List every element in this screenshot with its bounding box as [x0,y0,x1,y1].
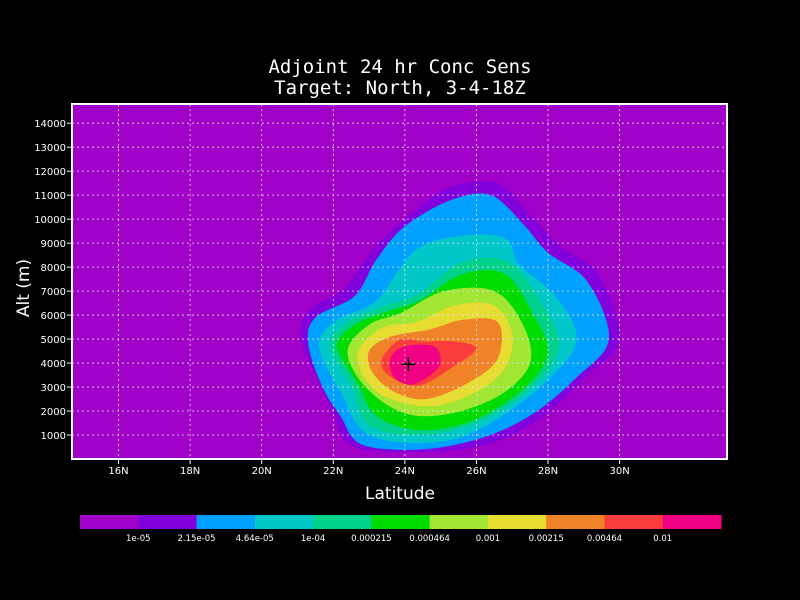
colorbar-swatch [254,515,314,529]
chart-title: Adjoint 24 hr Conc Sens [268,56,532,78]
colorbar-swatch [604,515,664,529]
y-tick-label: 1000 [41,431,66,442]
y-tick-label: 12000 [34,167,66,178]
colorbar-label: 4.64e-05 [236,534,274,544]
colorbar-label: 0.000464 [409,534,450,544]
y-tick-label: 7000 [41,287,66,298]
y-tick-label: 9000 [41,239,66,250]
colorbar-swatch [196,515,256,529]
colorbar-swatch [546,515,605,529]
y-tick-label: 6000 [41,311,66,322]
y-tick-label: 4000 [41,359,66,370]
colorbar-label: 0.00215 [529,534,564,544]
x-tick-label: 16N [108,466,128,477]
colorbar-label: 0.001 [476,534,500,544]
target-marker [401,357,416,372]
colorbar-swatch [429,515,489,529]
colorbar-swatch [313,515,372,529]
grid-lines [72,104,727,459]
x-tick-label: 24N [395,466,415,477]
colorbar-label: 0.01 [653,534,672,544]
y-tick-label: 5000 [41,335,66,346]
contour-fills [72,104,727,459]
plot-frame [71,103,728,460]
y-tick-label: 2000 [41,407,66,418]
colorbar-label: 1e-04 [301,534,326,544]
x-tick-label: 20N [252,466,272,477]
y-axis-label: Alt (m) [14,258,34,318]
colorbar-label: 0.000215 [351,534,392,544]
axis-ticks: 16N 18N 20N 22N 24N 26N 28N 30N 1000 2000 3000 4000… [34,119,630,477]
x-tick-label: 22N [323,466,343,477]
x-tick-label: 28N [538,466,558,477]
colorbar: 1e-05 2.15e-05 4.64e-05 1e-04 0.000215 0.0004… [80,515,722,544]
y-tick-label: 3000 [41,383,66,394]
x-tick-label: 18N [180,466,200,477]
colorbar-swatch [487,515,547,529]
x-tick-label: 26N [466,466,486,477]
colorbar-swatch [80,515,139,529]
colorbar-label: 2.15e-05 [178,534,216,544]
colorbar-label: 0.00464 [587,534,622,544]
colorbar-swatch [662,515,722,529]
colorbar-label: 1e-05 [126,534,151,544]
x-tick-label: 30N [610,466,630,477]
y-tick-label: 10000 [34,215,66,226]
chart-subtitle: Target: North, 3-4-18Z [274,77,526,99]
colorbar-swatch [371,515,431,529]
y-tick-label: 8000 [41,263,66,274]
x-axis-label: Latitude [365,484,435,504]
y-tick-label: 11000 [34,191,66,202]
colorbar-swatch [138,515,198,529]
y-tick-label: 13000 [34,143,66,154]
y-tick-label: 14000 [34,119,66,130]
